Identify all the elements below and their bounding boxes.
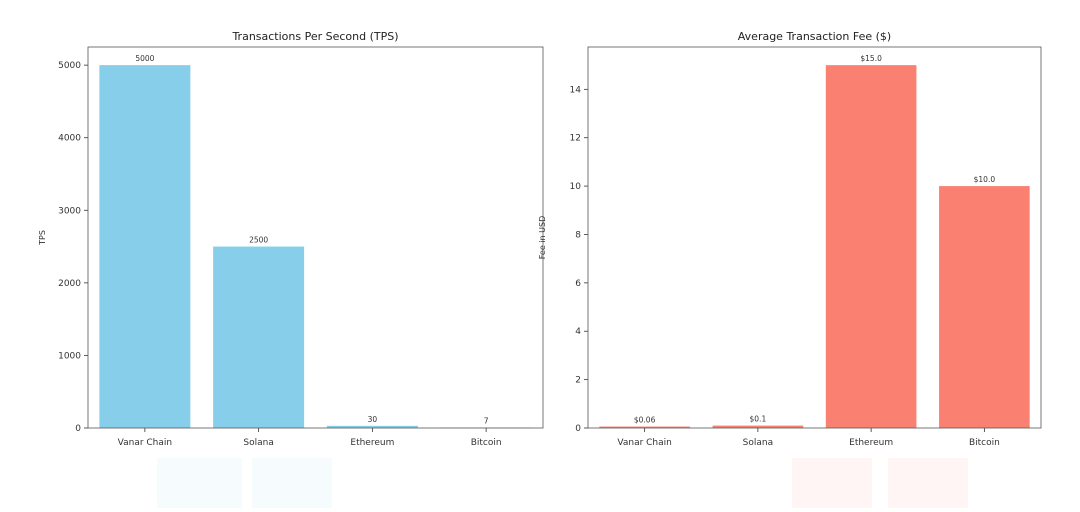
x-tick-label: Ethereum	[849, 438, 893, 448]
y-tick-label: 1000	[58, 351, 81, 361]
data-label: $10.0	[974, 175, 996, 184]
x-tick-label: Solana	[243, 438, 273, 448]
data-label: 5000	[135, 54, 154, 63]
plot-frame	[87, 46, 544, 429]
y-axis-label: TPS	[38, 230, 47, 246]
bar	[712, 425, 804, 428]
y-axis-label: Fee in USD	[538, 216, 547, 259]
x-tick-label: Ethereum	[350, 438, 394, 448]
x-tick-label: Bitcoin	[969, 438, 1000, 448]
reflection-bar-2	[252, 458, 332, 508]
chart-panel-1: Transactions Per Second (TPS) TPS 5000 Vana…	[38, 30, 544, 448]
bar	[213, 246, 305, 428]
y-tick-label: 4	[575, 327, 581, 337]
y-tick-label: 0	[575, 424, 581, 434]
chart-title: Transactions Per Second (TPS)	[231, 30, 398, 43]
x-tick-label: Solana	[743, 438, 773, 448]
y-tick-label: 8	[575, 230, 581, 240]
y-tick-label: 12	[570, 134, 581, 144]
bar	[939, 186, 1030, 428]
data-label: $0.1	[750, 415, 767, 424]
chart-title: Average Transaction Fee ($)	[738, 30, 891, 43]
bar	[326, 425, 418, 428]
y-tick-label: 0	[75, 424, 81, 434]
data-label: $0.06	[634, 416, 656, 425]
bar	[599, 426, 690, 428]
data-label: 30	[368, 415, 378, 424]
x-tick-label: Bitcoin	[471, 438, 502, 448]
y-tick-label: 14	[570, 85, 582, 95]
bar	[99, 65, 191, 429]
x-tick-label: Vanar Chain	[118, 438, 172, 448]
y-tick-label: 3000	[58, 206, 81, 216]
bar	[825, 65, 917, 429]
reflection-bar-1	[157, 458, 242, 508]
plot-frame	[587, 46, 1042, 429]
data-label: 7	[484, 416, 489, 425]
data-label: 2500	[249, 236, 268, 245]
x-tick-label: Vanar Chain	[617, 438, 671, 448]
y-tick-label: 2	[575, 376, 581, 386]
chart-panel-2: Average Transaction Fee ($) Fee in USD $0.…	[538, 30, 1042, 448]
y-tick-label: 4000	[58, 134, 81, 144]
y-tick-label: 2000	[58, 279, 81, 289]
reflection-bar-4	[888, 458, 968, 508]
data-label: $15.0	[860, 54, 882, 63]
y-tick-label: 10	[570, 182, 582, 192]
y-tick-label: 5000	[58, 61, 81, 71]
reflection-bar-3	[792, 458, 872, 508]
y-tick-label: 6	[575, 279, 581, 289]
